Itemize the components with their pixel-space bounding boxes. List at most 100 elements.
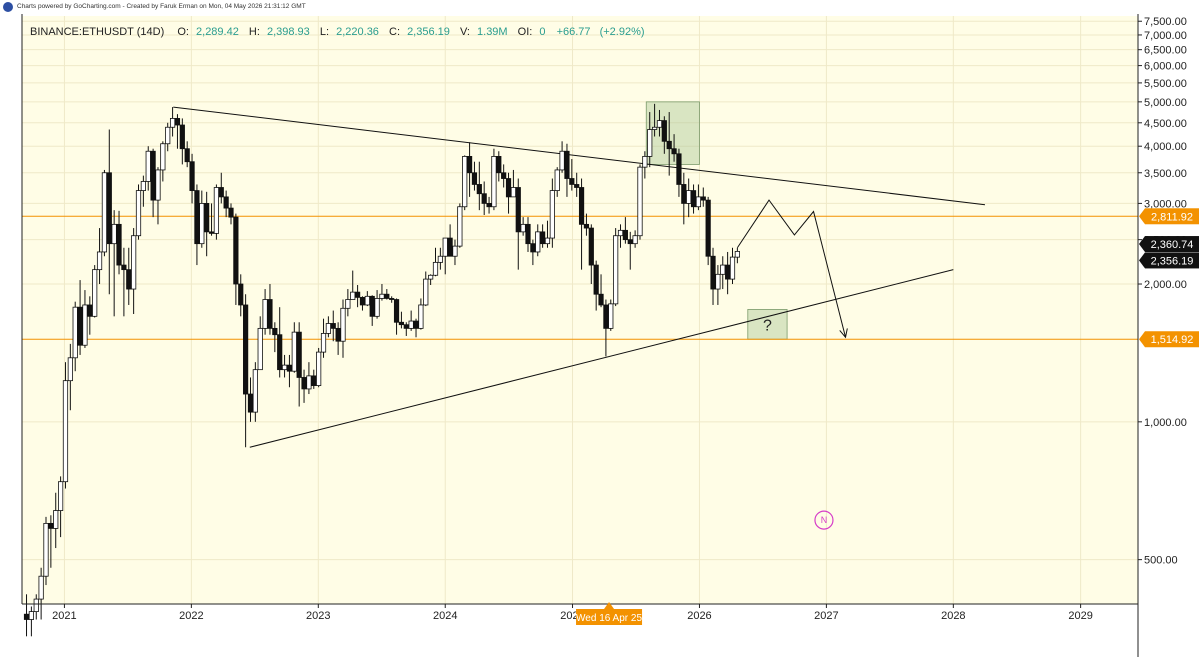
candle [398,311,405,329]
candle [208,203,215,236]
candle [243,294,249,448]
candle-body [277,334,283,371]
candle [204,191,210,257]
candle [48,515,54,568]
candle [155,167,161,225]
price-label: 2,811.92 [1139,208,1199,225]
candle-body [622,229,628,241]
candle-body [218,187,224,198]
candle [140,175,146,207]
candle-body [408,320,414,329]
high-label: H: [249,26,260,38]
candle-body [169,118,176,128]
candle [320,318,327,358]
candle [96,228,103,285]
candle-body [525,223,531,245]
candle [379,284,385,301]
candle [43,516,49,586]
candle [530,239,536,266]
candle-body [661,120,667,142]
candle [218,172,224,204]
candle [33,594,39,620]
candle-body [549,190,555,239]
x-tick-label: 2028 [941,610,965,622]
candle-body [413,320,419,329]
candle [598,274,604,308]
candle-body [423,278,429,306]
candle-body [389,298,395,300]
candle-body [58,481,64,511]
candle-body [38,575,44,600]
candle [359,296,366,311]
candle-body [194,190,200,245]
price-chart[interactable]: ? N 7,500.00 7,000.00 6,500.00 6,000.00 5,50… [0,14,1200,657]
price-label-text: 2,360.74 [1151,239,1194,251]
candle [252,362,258,422]
candle [540,224,546,248]
candle-body [184,148,190,163]
candle-body [208,231,215,234]
candle-body [350,291,356,300]
y-tick-label: 7,500.00 [1144,16,1187,28]
candle [520,217,526,236]
candle [715,265,721,305]
candle-body [554,169,560,191]
candle [559,141,565,173]
price-label-badge [1145,208,1199,225]
candle [267,284,273,335]
candle-body [530,243,536,253]
candle [486,196,492,214]
candle-body [140,181,146,191]
candle [87,296,93,335]
y-axis[interactable]: 7,500.00 7,000.00 6,500.00 6,000.00 5,500.00… [1138,16,1187,567]
candle-body [53,510,59,529]
candle-body [705,199,711,257]
candle [62,362,69,489]
n-marker[interactable]: N [814,510,834,530]
candle [700,187,706,207]
candle-body [43,522,49,577]
candle-body [301,377,307,390]
candle-body [481,193,487,204]
candle [364,291,370,307]
candle [277,307,283,378]
forecast-arrowhead [839,328,848,339]
candle-body [729,256,736,280]
candle [535,224,541,257]
candle-body [379,293,385,299]
candle [199,190,205,248]
candle-body [452,245,458,257]
candle-body [720,264,726,275]
candle-body [637,166,643,237]
candle [432,247,439,277]
candle [121,247,127,317]
candle [588,224,594,285]
plot-area [22,16,1138,604]
y-tick-label: 6,500.00 [1144,45,1187,57]
candle [481,181,487,216]
candle [510,169,517,198]
candle-body [116,223,122,266]
candle [72,301,78,372]
n-marker-circle[interactable] [814,510,834,530]
grid [22,16,1138,604]
candle-body [642,156,648,168]
candle [569,159,575,191]
candle [101,169,108,257]
candle [632,230,638,248]
candle [622,217,628,244]
candle [564,143,570,197]
candle-body [457,206,463,247]
candle-body [165,126,171,145]
candle-body [710,255,716,290]
candle-body [491,156,497,208]
candle [613,228,619,307]
crosshair-date: Wed 16 Apr 25 [576,602,642,625]
candle-body [121,264,127,271]
candle-body [101,172,108,253]
candle-body [179,124,185,150]
candle-body [676,153,682,185]
candle [617,224,624,248]
candle [647,112,653,168]
candle [169,107,176,137]
